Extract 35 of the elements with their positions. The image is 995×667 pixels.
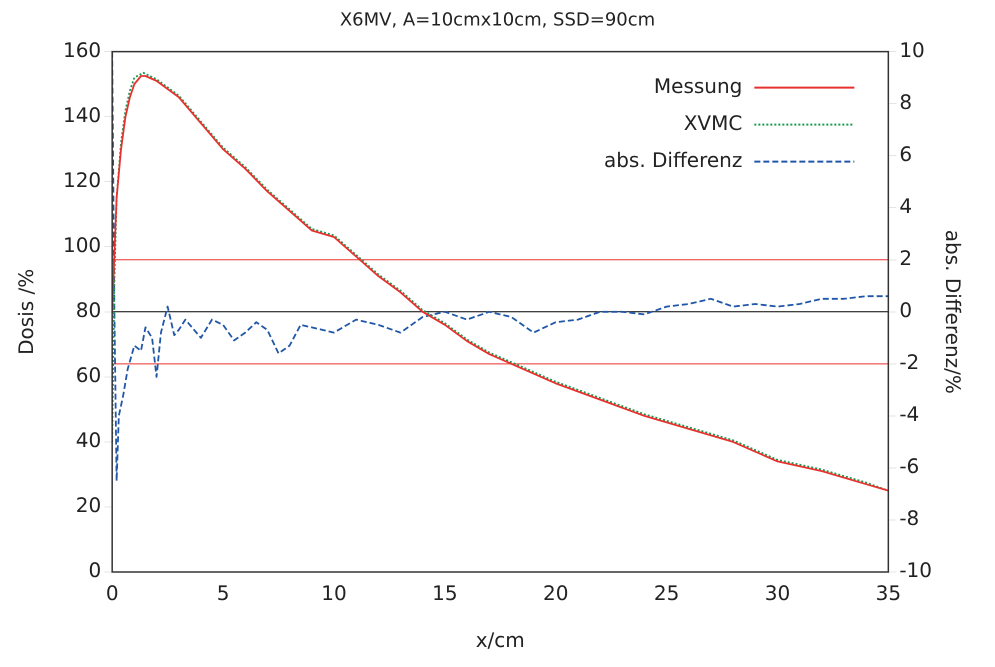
y2-tick-label: -8	[899, 506, 920, 530]
y2-tick-label: 8	[899, 90, 912, 114]
x-tick-label: 20	[542, 581, 568, 606]
y-axis-title: Dosis /%	[14, 268, 38, 355]
x-tick-label: 5	[216, 581, 230, 606]
y-tick-label: 40	[76, 428, 102, 452]
legend-label: abs. Differenz	[604, 148, 742, 172]
y-tick-label: 0	[88, 558, 102, 582]
y2-tick-label: 10	[899, 38, 925, 62]
y2-tick-label: 4	[899, 194, 912, 218]
x-tick-label: 15	[432, 581, 458, 606]
legend-label: Messung	[654, 74, 742, 98]
y2-tick-label: 2	[899, 246, 912, 270]
y-tick-label: 80	[76, 298, 102, 322]
y2-axis-title: abs. Differenz/%	[940, 230, 965, 394]
x-tick-label: 25	[654, 581, 680, 606]
x-axis-title: x/cm	[476, 628, 525, 652]
x-tick-label: 30	[764, 581, 790, 606]
y-tick-label: 60	[76, 363, 102, 388]
chart-title: X6MV, A=10cmx10cm, SSD=90cm	[340, 9, 656, 30]
x-tick-label: 35	[876, 581, 902, 606]
y-tick-label: 140	[62, 102, 102, 127]
y-tick-label: 100	[62, 232, 102, 257]
y2-tick-label: -10	[899, 558, 932, 582]
legend-label: XVMC	[684, 110, 742, 135]
y2-tick-label: -6	[899, 454, 920, 478]
x-tick-label: 0	[106, 581, 119, 606]
y2-tick-label: -2	[899, 350, 920, 374]
y-tick-label: 160	[62, 38, 102, 62]
y-tick-label: 120	[62, 168, 102, 192]
y2-tick-label: -4	[899, 402, 920, 426]
y2-tick-label: 6	[899, 142, 912, 166]
y-tick-label: 20	[76, 493, 102, 518]
x-tick-label: 10	[321, 581, 347, 606]
y2-tick-label: 0	[899, 298, 912, 322]
